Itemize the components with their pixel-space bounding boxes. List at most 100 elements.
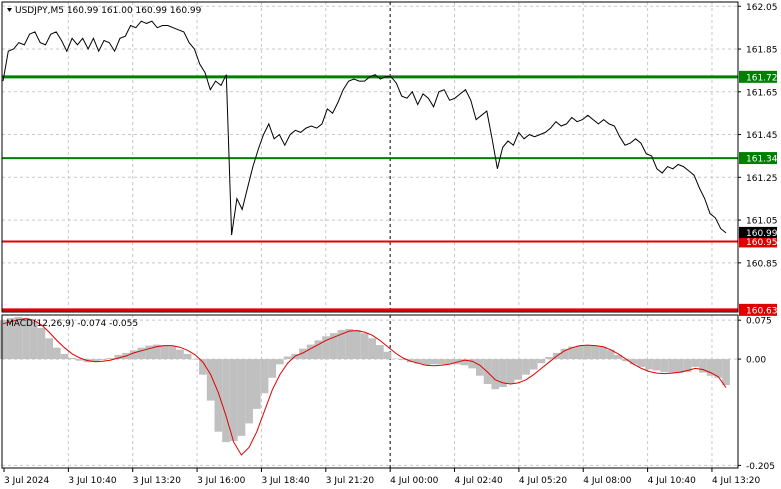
current-price-tag-bg: [739, 226, 777, 238]
x-tick-label: 3 Jul 18:40: [261, 476, 310, 486]
macd-histogram-bar: [191, 359, 200, 360]
macd-histogram-bar: [45, 338, 53, 359]
macd-histogram-bar: [137, 347, 146, 360]
price-panel-frame: [1, 1, 739, 313]
macd-histogram-bar: [168, 346, 177, 360]
macd-histogram-bar: [476, 359, 484, 376]
macd-histogram-bar: [99, 359, 107, 361]
macd-histogram-bar: [276, 359, 284, 365]
x-tick-label: 3 Jul 13:20: [133, 476, 182, 486]
macd-tick-label: 0.00: [746, 356, 766, 366]
macd-histogram-bar: [60, 353, 69, 360]
macd-histogram-bar: [314, 340, 323, 360]
macd-histogram-bar: [6, 318, 15, 360]
collapse-triangle-icon[interactable]: [7, 8, 12, 12]
macd-tick-label: -0.205: [746, 462, 775, 472]
level-tag-bg: [739, 70, 777, 83]
macd-histogram-bar: [706, 359, 715, 376]
y-tick-label: 161.25: [746, 174, 778, 184]
x-tick-label: 4 Jul 08:00: [583, 476, 632, 486]
macd-histogram-bar: [91, 359, 100, 362]
macd-histogram-bar: [683, 359, 692, 373]
macd-histogram-bar: [129, 350, 138, 360]
level-tag-label: 161.34: [746, 155, 778, 165]
x-tick-label: 3 Jul 21:20: [326, 476, 375, 486]
macd-histogram-bar: [691, 359, 700, 367]
macd-histogram-bar: [183, 353, 192, 360]
macd-histogram-bar: [206, 359, 215, 401]
macd-histogram-bar: [668, 359, 676, 373]
time-axis: 3 Jul 2024 3 Jul 10:40 3 Jul 13:20 3 Jul 16…: [3, 468, 760, 486]
macd-histogram-bar: [106, 358, 115, 359]
y-tick-label: 160.85: [746, 259, 778, 269]
macd-histogram-bar: [237, 359, 246, 436]
macd-histogram-bar: [414, 359, 423, 364]
macd-histogram-bar: [545, 357, 553, 360]
macd-histogram-bar: [499, 359, 507, 388]
macd-histogram-bar: [214, 359, 223, 432]
x-tick-label: 3 Jul 2024: [4, 476, 49, 486]
macd-histogram-bar: [176, 349, 184, 359]
macd-histogram-bar: [160, 345, 169, 360]
macd-histogram-bar: [337, 330, 346, 359]
x-tick-label: 3 Jul 10:40: [68, 476, 117, 486]
y-tick-label: 162.05: [746, 3, 778, 13]
macd-histogram-bar: [437, 359, 446, 365]
support-resistance-levels: [2, 75, 738, 312]
macd-histogram-bar: [576, 345, 584, 360]
macd-header: MACD(12,26,9) -0.074 -0.055: [6, 319, 138, 329]
macd-histogram-bar: [660, 359, 669, 373]
macd-histogram-bar: [153, 344, 161, 360]
macd-panel-frame: [1, 314, 739, 469]
macd-histogram-bar: [468, 359, 476, 369]
x-tick-label: 4 Jul 05:20: [519, 476, 568, 486]
macd-histogram-bar: [229, 359, 238, 441]
macd-histogram-bar: [222, 359, 230, 443]
macd-histogram-bar: [14, 317, 23, 360]
current-price-label: 160.99: [746, 229, 778, 239]
y-tick-label: 161.05: [746, 217, 778, 227]
macd-histogram-bar: [676, 359, 684, 374]
macd-histogram-bar: [645, 359, 653, 370]
macd-histogram-bar: [506, 359, 515, 384]
macd-histogram-bar: [0, 320, 7, 360]
macd-histogram-bar: [722, 359, 730, 385]
macd-tick-label: 0.075: [746, 317, 772, 327]
macd-histogram-bar: [406, 359, 415, 363]
macd-histogram-bar: [253, 359, 261, 409]
level-tag-bg: [739, 235, 777, 248]
level-tag-label: 160.63: [746, 306, 778, 316]
macd-histogram-bar: [560, 348, 569, 360]
y-tick-label: 161.85: [746, 46, 778, 56]
macd-histogram-bar: [145, 345, 153, 360]
macd-histogram-bar: [422, 359, 430, 366]
macd-histogram-bar: [583, 345, 592, 360]
macd-signal-line: [2, 318, 727, 456]
macd-histogram-bar: [283, 356, 292, 360]
macd-histogram-bar: [53, 347, 61, 360]
macd-histogram-bar: [68, 358, 77, 359]
price-line: [2, 20, 727, 236]
level-tag-label: 161.72: [746, 73, 778, 83]
macd-histogram-bar: [268, 359, 277, 378]
macd-histogram-bar: [514, 359, 523, 380]
chart-grid: [2, 2, 738, 468]
macd-histogram-bar: [245, 359, 253, 424]
macd-histogram-bar: [299, 348, 307, 360]
macd-histogram-bar: [652, 359, 661, 371]
macd-histogram-bar: [445, 359, 453, 365]
macd-histogram-bar: [429, 359, 438, 365]
symbol-header: USDJPY,M5 160.99 161.00 160.99 160.99: [15, 6, 202, 16]
macd-histogram-bar: [368, 338, 376, 359]
level-tag-label: 160.95: [746, 238, 778, 248]
macd-histogram-bar: [76, 359, 84, 361]
macd-histogram-bar: [699, 359, 707, 373]
macd-histogram-bar: [637, 359, 646, 367]
macd-histogram-bar: [460, 359, 469, 366]
macd-histogram-bar: [29, 321, 38, 360]
x-tick-label: 3 Jul 16:00: [197, 476, 246, 486]
macd-histogram-bar: [599, 346, 607, 359]
macd-histogram-bar: [622, 359, 630, 362]
y-tick-label: 161.45: [746, 131, 778, 141]
